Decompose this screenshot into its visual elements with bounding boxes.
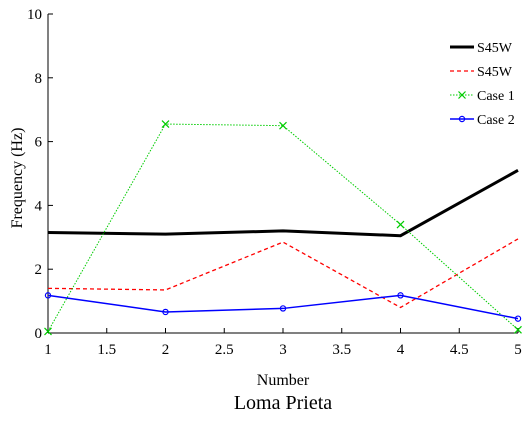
y-tick-label: 2 [35, 262, 43, 278]
series-line [47, 294, 519, 320]
data-point [514, 315, 522, 322]
x-tick-label: 2 [162, 342, 170, 358]
x-marker-stroke [514, 325, 522, 334]
x-tick-label: 1 [44, 342, 52, 358]
y-tick-label: 6 [35, 135, 43, 151]
series-1 [47, 168, 519, 238]
legend: S45W S45W Case 1 Case 2 [450, 41, 515, 128]
data-point [514, 325, 522, 334]
y-ticks: 0 2 4 6 8 10 [27, 7, 53, 342]
series-3 [44, 120, 522, 336]
y-axis-label: Frequency (Hz) [9, 128, 26, 229]
x-marker-stroke [279, 121, 287, 130]
data-point [44, 292, 52, 299]
x-tick-label: 3.5 [332, 342, 351, 358]
data-point [161, 120, 170, 128]
series-line [47, 168, 519, 238]
x-tick-label: 3 [279, 342, 287, 358]
legend-label: Case 1 [477, 89, 515, 104]
legend-item: S45W [450, 41, 513, 56]
legend-marker [458, 115, 466, 123]
x-marker-stroke [161, 120, 170, 128]
axes [47, 14, 518, 334]
series-2 [47, 238, 519, 309]
series-line [47, 238, 519, 309]
y-tick-label: 10 [27, 7, 42, 23]
x-marker-stroke [396, 220, 405, 229]
x-tick-label: 2.5 [215, 342, 234, 358]
x-marker-stroke [458, 91, 466, 99]
y-tick-label: 4 [35, 198, 43, 214]
legend-item: Case 1 [450, 89, 515, 104]
data-point [396, 220, 405, 229]
x-tick-label: 4 [397, 342, 405, 358]
x-ticks: 1 1.5 2 2.5 3 3.5 4 4.5 5 [44, 328, 522, 358]
x-tick-label: 4.5 [450, 342, 469, 358]
legend-label: S45W [477, 65, 513, 80]
x-tick-label: 5 [514, 342, 522, 358]
data-point [397, 292, 404, 299]
series-4 [44, 292, 522, 322]
x-marker-stroke [44, 327, 52, 336]
legend-label: Case 2 [477, 113, 515, 128]
data-point [162, 308, 169, 316]
legend-item: Case 2 [450, 113, 515, 128]
y-tick-label: 0 [35, 326, 43, 342]
chart-title: Loma Prieta [234, 392, 332, 414]
series-group [44, 120, 522, 336]
legend-marker [458, 91, 466, 99]
legend-label: S45W [477, 41, 513, 56]
y-tick-label: 8 [35, 71, 43, 87]
legend-item: S45W [450, 65, 513, 80]
data-point [279, 121, 287, 130]
x-axis-label: Number [257, 372, 310, 389]
series-line [47, 123, 519, 332]
data-point [44, 327, 52, 336]
x-tick-label: 1.5 [97, 342, 116, 358]
data-point [279, 305, 287, 312]
